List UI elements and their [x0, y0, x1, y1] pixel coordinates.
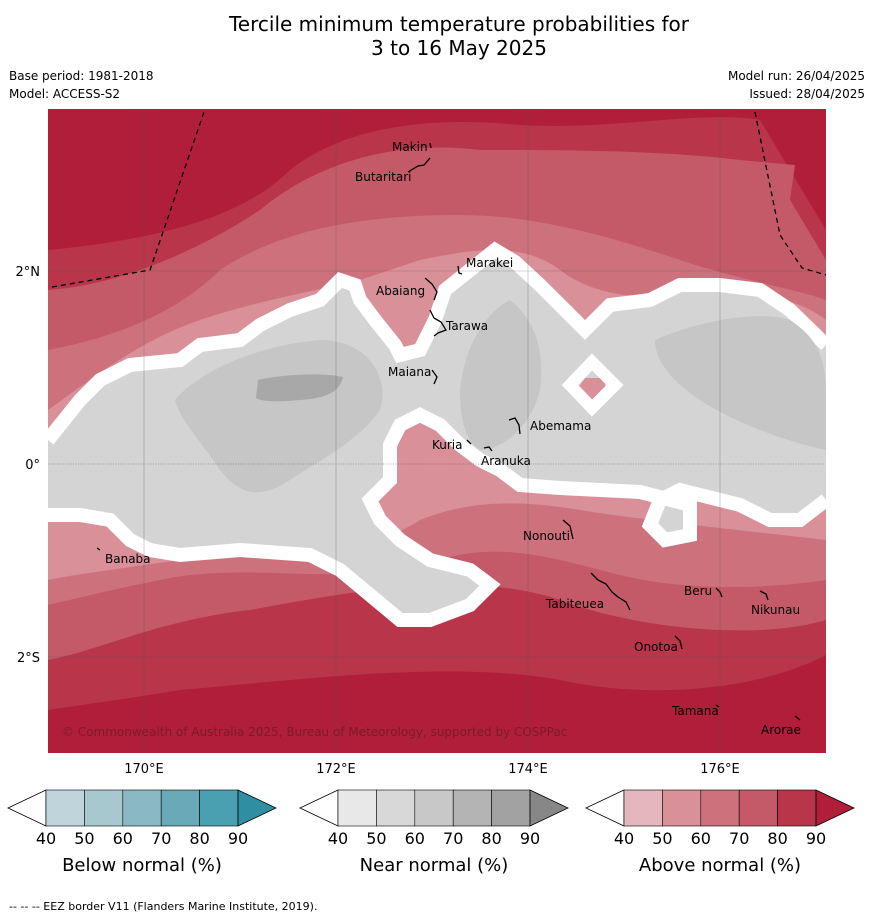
x-tick-176e: 176°E: [700, 762, 740, 777]
place-labels: Makin Butaritari Marakei Abaiang Tarawa …: [105, 140, 801, 737]
colorbar-near-bin-1: [376, 789, 416, 827]
colorbar-above-max-arrow: [815, 789, 855, 827]
colorbar-above-min-arrow: [585, 789, 625, 827]
colorbar-near-tick: 40: [328, 829, 348, 848]
place-label-nikunau: Nikunau: [751, 603, 800, 617]
colorbar-below-tick: 70: [151, 829, 171, 848]
colorbar-above-label: Above normal (%): [639, 855, 801, 876]
place-label-maiana: Maiana: [388, 365, 431, 379]
colorbar-below: 40 50 60 70 80 90 Below normal (%): [7, 789, 277, 876]
colorbar-above-tick: 50: [652, 829, 672, 848]
chart-title: Tercile minimum temperature probabilitie…: [0, 12, 873, 60]
place-label-abemama: Abemama: [530, 419, 591, 433]
island-outlines: [96, 142, 801, 721]
colorbar-above-bin-3: [738, 789, 778, 827]
place-label-tamana: Tamana: [671, 704, 719, 718]
colorbar-near-bin-4: [491, 789, 531, 827]
place-label-kuria: Kuria: [432, 438, 463, 452]
y-tick-2n: 2°N: [16, 265, 41, 280]
base-period: Base period: 1981-2018: [9, 69, 154, 83]
colorbar-near-tick: 70: [443, 829, 463, 848]
colorbar-near-label: Near normal (%): [360, 855, 509, 876]
eez-border: [51, 108, 827, 288]
x-tick-172e: 172°E: [316, 762, 356, 777]
title-line-1: Tercile minimum temperature probabilitie…: [228, 12, 690, 36]
place-label-abaiang: Abaiang: [376, 284, 425, 298]
colorbar-above-tick: 40: [614, 829, 634, 848]
colorbar-near-bin-2: [414, 789, 454, 827]
gridlines: [48, 109, 826, 753]
place-label-nonouti: Nonouti: [523, 529, 570, 543]
x-tick-labels: 170°E 172°E 174°E 176°E: [124, 762, 740, 777]
title-line-2: 3 to 16 May 2025: [371, 36, 547, 60]
colorbar-near-bin-0: [337, 789, 377, 827]
colorbar-above: 40 50 60 70 80 90 Above normal (%): [585, 789, 855, 876]
colorbar-below-tick: 60: [113, 829, 133, 848]
colorbar-above-tick: 90: [806, 829, 826, 848]
colorbar-near-tick: 80: [481, 829, 501, 848]
colorbar-above-bin-0: [623, 789, 663, 827]
place-label-marakei: Marakei: [466, 256, 513, 270]
colorbar-below-tick: 90: [228, 829, 248, 848]
colorbar-near-tick: 90: [520, 829, 540, 848]
colorbar-near-tick: 50: [366, 829, 386, 848]
y-tick-0: 0°: [25, 458, 40, 473]
colorbar-above-tick: 70: [729, 829, 749, 848]
place-label-tarawa: Tarawa: [445, 319, 488, 333]
place-label-beru: Beru: [684, 584, 712, 598]
colorbar-near: 40 50 60 70 80 90 Near normal (%): [299, 789, 569, 876]
colorbar-near-bin-3: [452, 789, 492, 827]
place-label-butaritari: Butaritari: [355, 170, 412, 184]
meta-left: Base period: 1981-2018 Model: ACCESS-S2: [9, 67, 154, 103]
colorbar-below-bin-3: [160, 789, 200, 827]
colorbar-above-bin-2: [700, 789, 740, 827]
y-tick-labels: 2°N 0° 2°S: [16, 265, 41, 666]
colorbar-below-bin-1: [84, 789, 124, 827]
colorbar-above-tick: 80: [767, 829, 787, 848]
colorbar-below-bin-0: [45, 789, 85, 827]
eez-footnote: -- -- -- EEZ border V11 (Flanders Marine…: [9, 900, 318, 913]
place-label-arorae: Arorae: [761, 723, 801, 737]
place-label-aranuka: Aranuka: [481, 454, 531, 468]
colorbar-below-tick: 80: [189, 829, 209, 848]
colorbar-above-tick: 60: [691, 829, 711, 848]
colorbar-below-tick: 40: [36, 829, 56, 848]
colorbar-below-min-arrow: [7, 789, 47, 827]
colorbar-near-max-arrow: [529, 789, 569, 827]
colorbar-near-min-arrow: [299, 789, 339, 827]
colorbar-below-label: Below normal (%): [62, 855, 222, 876]
place-label-banaba: Banaba: [105, 552, 151, 566]
meta-right: Model run: 26/04/2025 Issued: 28/04/2025: [728, 67, 865, 103]
x-tick-170e: 170°E: [124, 762, 164, 777]
colorbar-below-max-arrow: [237, 789, 277, 827]
colorbar-near-tick: 60: [405, 829, 425, 848]
colorbar-below-bin-2: [122, 789, 162, 827]
colorbar-above-bin-1: [662, 789, 702, 827]
probability-field: [48, 109, 826, 753]
y-tick-2s: 2°S: [17, 651, 40, 666]
model-run: Model run: 26/04/2025: [727, 69, 865, 83]
place-label-tabiteuea: Tabiteuea: [545, 597, 604, 611]
colorbar-below-tick: 50: [74, 829, 94, 848]
colorbar-below-bin-4: [199, 789, 239, 827]
place-label-onotoa: Onotoa: [634, 640, 678, 654]
copyright-notice: © Commonwealth of Australia 2025, Bureau…: [62, 725, 567, 739]
colorbars: 40 50 60 70 80 90 Below normal (%) 40 50 60 70 80 90…: [7, 789, 855, 876]
issued-date: Issued: 28/04/2025: [749, 87, 865, 101]
x-tick-174e: 174°E: [508, 762, 548, 777]
model-name: Model: ACCESS-S2: [9, 87, 121, 101]
place-label-makin: Makin: [392, 140, 428, 154]
colorbar-above-bin-4: [777, 789, 817, 827]
